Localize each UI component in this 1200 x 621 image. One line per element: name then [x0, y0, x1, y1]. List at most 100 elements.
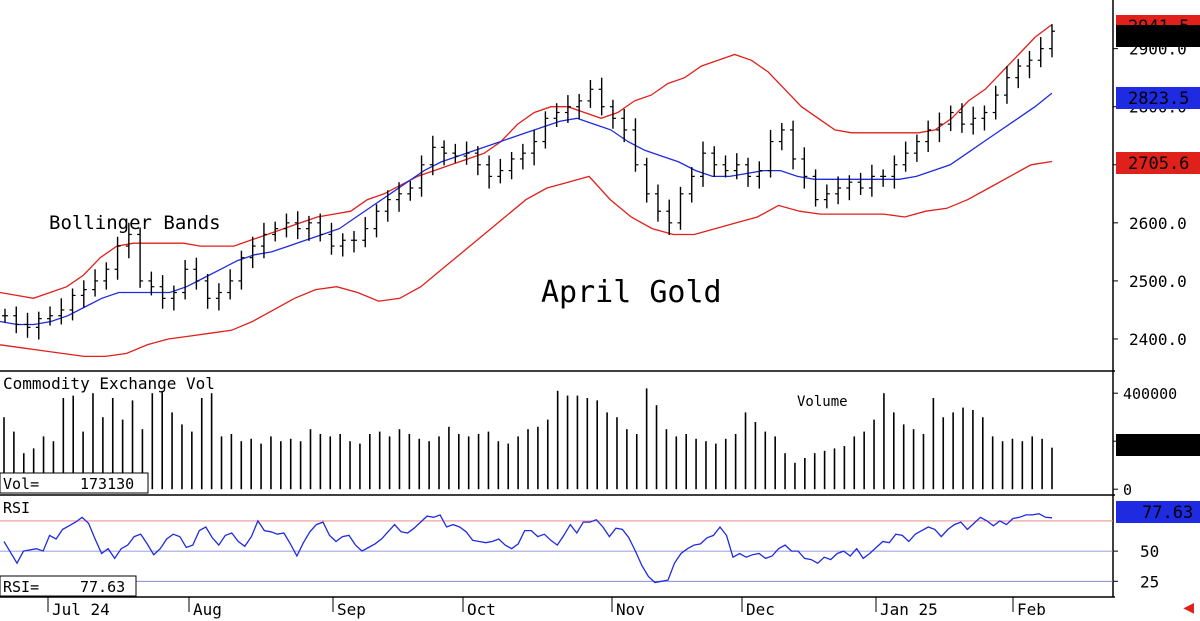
price-bar: [677, 186, 684, 230]
price-bar: [351, 230, 357, 253]
volume-readout-box: [0, 472, 149, 494]
volume-badge-text: 173130: [1118, 436, 1176, 455]
price-bar: [722, 155, 729, 178]
price-bar: [519, 143, 526, 170]
price-bar: [362, 217, 369, 248]
price-bar: [407, 181, 414, 201]
price-bar: [227, 269, 234, 300]
price-bar: [35, 311, 42, 340]
price-bar: [1015, 59, 1022, 89]
price-bar: [835, 176, 842, 205]
bollinger-upper-band: [0, 23, 1053, 299]
price-bar: [13, 306, 20, 334]
price-bar: [598, 77, 605, 116]
rsi-tick-label: 50: [1140, 542, 1159, 561]
price-bar: [148, 271, 155, 296]
price-bar: [508, 152, 515, 180]
price-bar: [249, 236, 256, 269]
price-bar: [463, 141, 470, 165]
price-bar: [790, 120, 797, 170]
price-bar: [778, 122, 785, 151]
price-bar: [902, 141, 909, 172]
rsi-readout-label: RSI=: [3, 578, 39, 596]
price-bar: [441, 140, 448, 166]
rsi-badge-bg: [1116, 501, 1200, 523]
price-bar: [576, 93, 583, 119]
indicator-label: Bollinger Bands: [49, 212, 221, 234]
price-bar: [812, 169, 819, 207]
volume-badge-bg: [1116, 434, 1200, 456]
price-bar: [823, 184, 830, 209]
volume-readout-label: Vol=: [3, 475, 39, 493]
price-bar: [170, 285, 177, 311]
price-bar: [947, 105, 954, 132]
rsi-readout-value: 77.63: [80, 578, 125, 596]
volume-tick-label: 400000: [1123, 385, 1177, 403]
price-tick-label: 2400.0: [1129, 330, 1187, 349]
scroll-left-arrow-icon[interactable]: ◀: [1183, 600, 1194, 616]
price-bar: [868, 164, 875, 197]
price-bar: [238, 250, 245, 290]
price-bar: [970, 106, 977, 135]
price-bar: [913, 134, 920, 162]
price-bar: [2, 308, 8, 323]
price-bar: [846, 175, 853, 201]
month-label: Nov: [616, 600, 645, 619]
month-label: Jan 25: [880, 600, 938, 619]
price-bar: [103, 262, 110, 290]
price-bar: [992, 85, 999, 120]
month-label: Jul 24: [52, 600, 110, 619]
price-bar: [891, 155, 898, 189]
month-label: Sep: [337, 600, 366, 619]
price-bar: [711, 146, 718, 177]
price-bar: [553, 103, 560, 128]
price-bar: [260, 222, 267, 259]
price-bar: [621, 109, 628, 143]
price-bar: [654, 184, 661, 222]
price-bar: [1026, 50, 1033, 79]
price-bar: [801, 147, 808, 189]
price-bar: [880, 169, 887, 187]
price-bar: [981, 105, 988, 131]
bollinger-lower-band: [0, 160, 1053, 358]
price-bar: [936, 112, 943, 143]
price-bar: [47, 306, 54, 326]
price-bar: [688, 167, 695, 203]
volume-readout-value: 173130: [80, 475, 134, 493]
price-bar: [215, 283, 222, 311]
price-bar: [396, 182, 403, 212]
middle-band-badge-text: 2823.5: [1128, 89, 1189, 109]
price-bar: [305, 215, 312, 241]
price-bar: [1049, 24, 1055, 58]
price-bar: [745, 157, 752, 187]
price-bar: [125, 222, 132, 259]
price-bar: [632, 118, 639, 172]
price-bar: [182, 260, 189, 300]
rsi-line: [3, 513, 1053, 584]
price-bar: [159, 275, 166, 309]
lower-band-badge-text: 2705.6: [1128, 154, 1189, 174]
price-bar: [317, 213, 324, 242]
month-label: Feb: [1017, 600, 1046, 619]
price-bar: [700, 141, 706, 187]
price-bar: [283, 213, 290, 238]
price-bar: [564, 95, 571, 123]
price-bar: [58, 298, 65, 325]
price-bar: [384, 190, 391, 222]
volume-tick-label: 0: [1123, 481, 1132, 499]
price-bar: [756, 161, 763, 189]
price-bar: [328, 222, 335, 255]
price-bar: [452, 143, 459, 164]
month-label: Dec: [746, 600, 775, 619]
price-bar: [294, 211, 301, 240]
month-label: Oct: [467, 600, 496, 619]
price-tick-label: 2500.0: [1129, 272, 1187, 291]
last-price-badge-bg: [1116, 25, 1200, 47]
price-bars: [2, 24, 1055, 340]
price-bar: [497, 158, 504, 184]
price-bar: [609, 99, 616, 129]
price-bar: [204, 273, 211, 309]
price-bar: [272, 221, 279, 242]
price-bar: [474, 146, 481, 176]
price-bar: [542, 111, 549, 149]
